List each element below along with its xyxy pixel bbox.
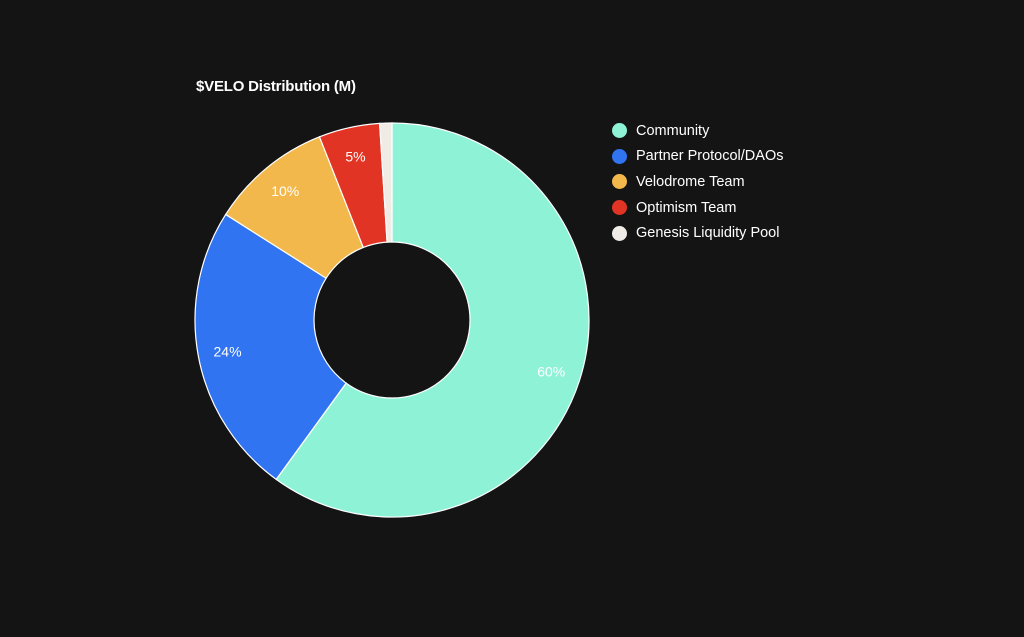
legend-label: Velodrome Team	[636, 173, 745, 190]
slice-label: 10%	[271, 183, 299, 199]
legend-swatch	[612, 225, 627, 241]
legend-swatch	[612, 200, 627, 216]
legend-item: Partner Protocol/DAOs	[612, 144, 783, 170]
slice-label: 5%	[345, 149, 365, 165]
slice-labels: 60% 24% 10% 5%	[214, 149, 566, 380]
legend-swatch	[612, 148, 627, 164]
legend-label: Optimism Team	[636, 199, 737, 216]
legend-item: Optimism Team	[612, 195, 783, 221]
legend-swatch	[612, 174, 627, 190]
chart-legend: Community Partner Protocol/DAOs Velodrome …	[612, 118, 783, 246]
legend-swatch	[612, 123, 627, 139]
slice-partner-protocol-daos	[194, 213, 347, 481]
slice-label: 24%	[214, 343, 242, 359]
legend-item: Genesis Liquidity Pool	[612, 220, 783, 246]
slice-genesis-liquidity-pool	[378, 122, 393, 243]
legend-label: Community	[636, 122, 710, 139]
legend-item: Velodrome Team	[612, 169, 783, 195]
slice-label: 60%	[537, 364, 565, 380]
legend-label: Genesis Liquidity Pool	[636, 225, 780, 242]
slice-community	[275, 122, 590, 518]
chart-title: $VELO Distribution (M)	[196, 78, 356, 95]
donut-slices	[194, 122, 590, 518]
legend-label: Partner Protocol/DAOs	[636, 148, 784, 165]
legend-item: Community	[612, 118, 783, 144]
